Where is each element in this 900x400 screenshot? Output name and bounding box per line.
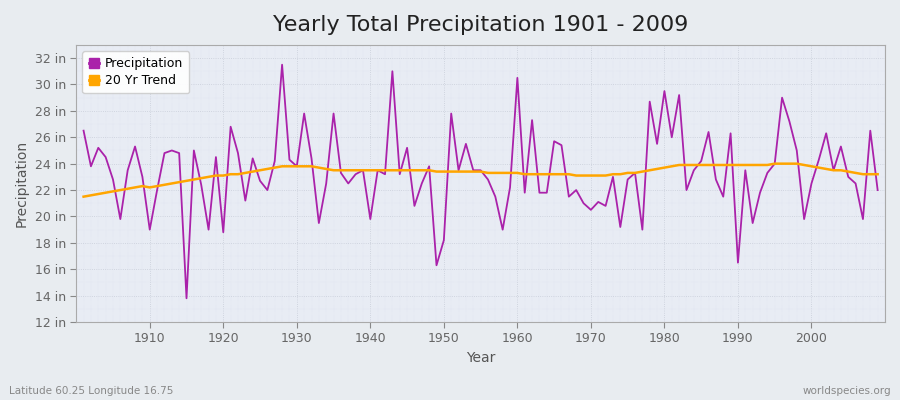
- X-axis label: Year: Year: [466, 351, 495, 365]
- Y-axis label: Precipitation: Precipitation: [15, 140, 29, 227]
- Text: worldspecies.org: worldspecies.org: [803, 386, 891, 396]
- Title: Yearly Total Precipitation 1901 - 2009: Yearly Total Precipitation 1901 - 2009: [273, 15, 688, 35]
- Legend: Precipitation, 20 Yr Trend: Precipitation, 20 Yr Trend: [83, 51, 190, 93]
- Text: Latitude 60.25 Longitude 16.75: Latitude 60.25 Longitude 16.75: [9, 386, 174, 396]
